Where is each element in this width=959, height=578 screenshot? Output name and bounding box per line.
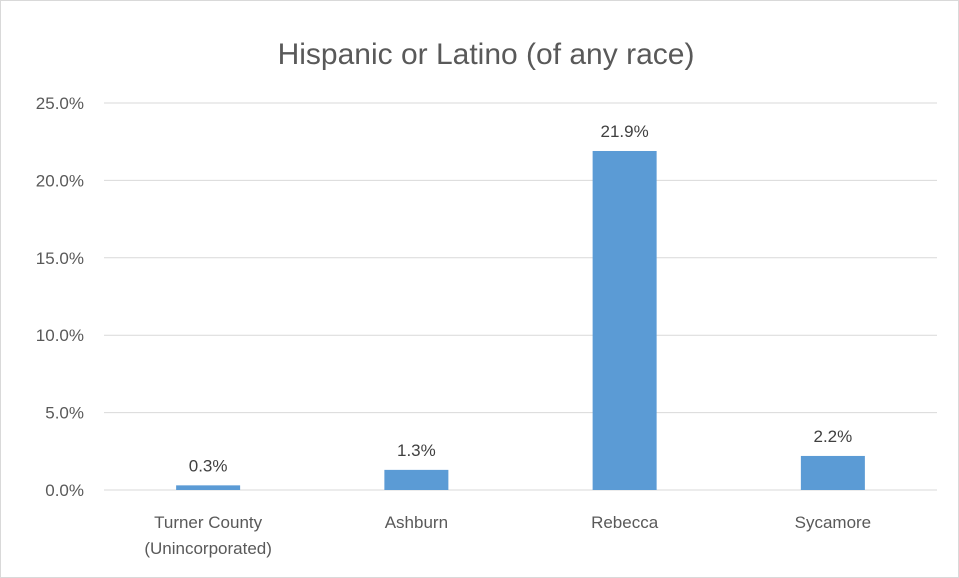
y-axis-ticks: 0.0% 5.0% 10.0% 15.0% 20.0% 25.0% — [36, 94, 84, 500]
bar — [384, 469, 449, 490]
bars — [176, 150, 865, 490]
data-label: 21.9% — [601, 122, 649, 141]
chart-title: Hispanic or Latino (of any race) — [278, 38, 695, 71]
y-tick-label: 25.0% — [36, 94, 84, 113]
y-tick-label: 15.0% — [36, 249, 84, 268]
bar — [592, 150, 657, 490]
data-label: 0.3% — [189, 456, 228, 475]
x-category-label: Sycamore — [795, 513, 872, 532]
x-category-label: (Unincorporated) — [144, 539, 272, 558]
x-category-label: Rebecca — [591, 513, 659, 532]
data-labels: 0.3% 1.3% 21.9% 2.2% — [189, 122, 853, 475]
y-tick-label: 20.0% — [36, 171, 84, 190]
x-category-label: Ashburn — [385, 513, 448, 532]
bar — [176, 485, 241, 490]
x-axis-categories: Turner County (Unincorporated) Ashburn Rebe… — [144, 513, 871, 558]
y-tick-label: 5.0% — [45, 404, 84, 423]
data-label: 2.2% — [814, 427, 853, 446]
y-tick-label: 0.0% — [45, 481, 84, 500]
gridlines — [104, 102, 937, 491]
y-tick-label: 10.0% — [36, 326, 84, 345]
bar — [800, 455, 865, 490]
data-label: 1.3% — [397, 441, 436, 460]
x-category-label: Turner County — [154, 513, 263, 532]
